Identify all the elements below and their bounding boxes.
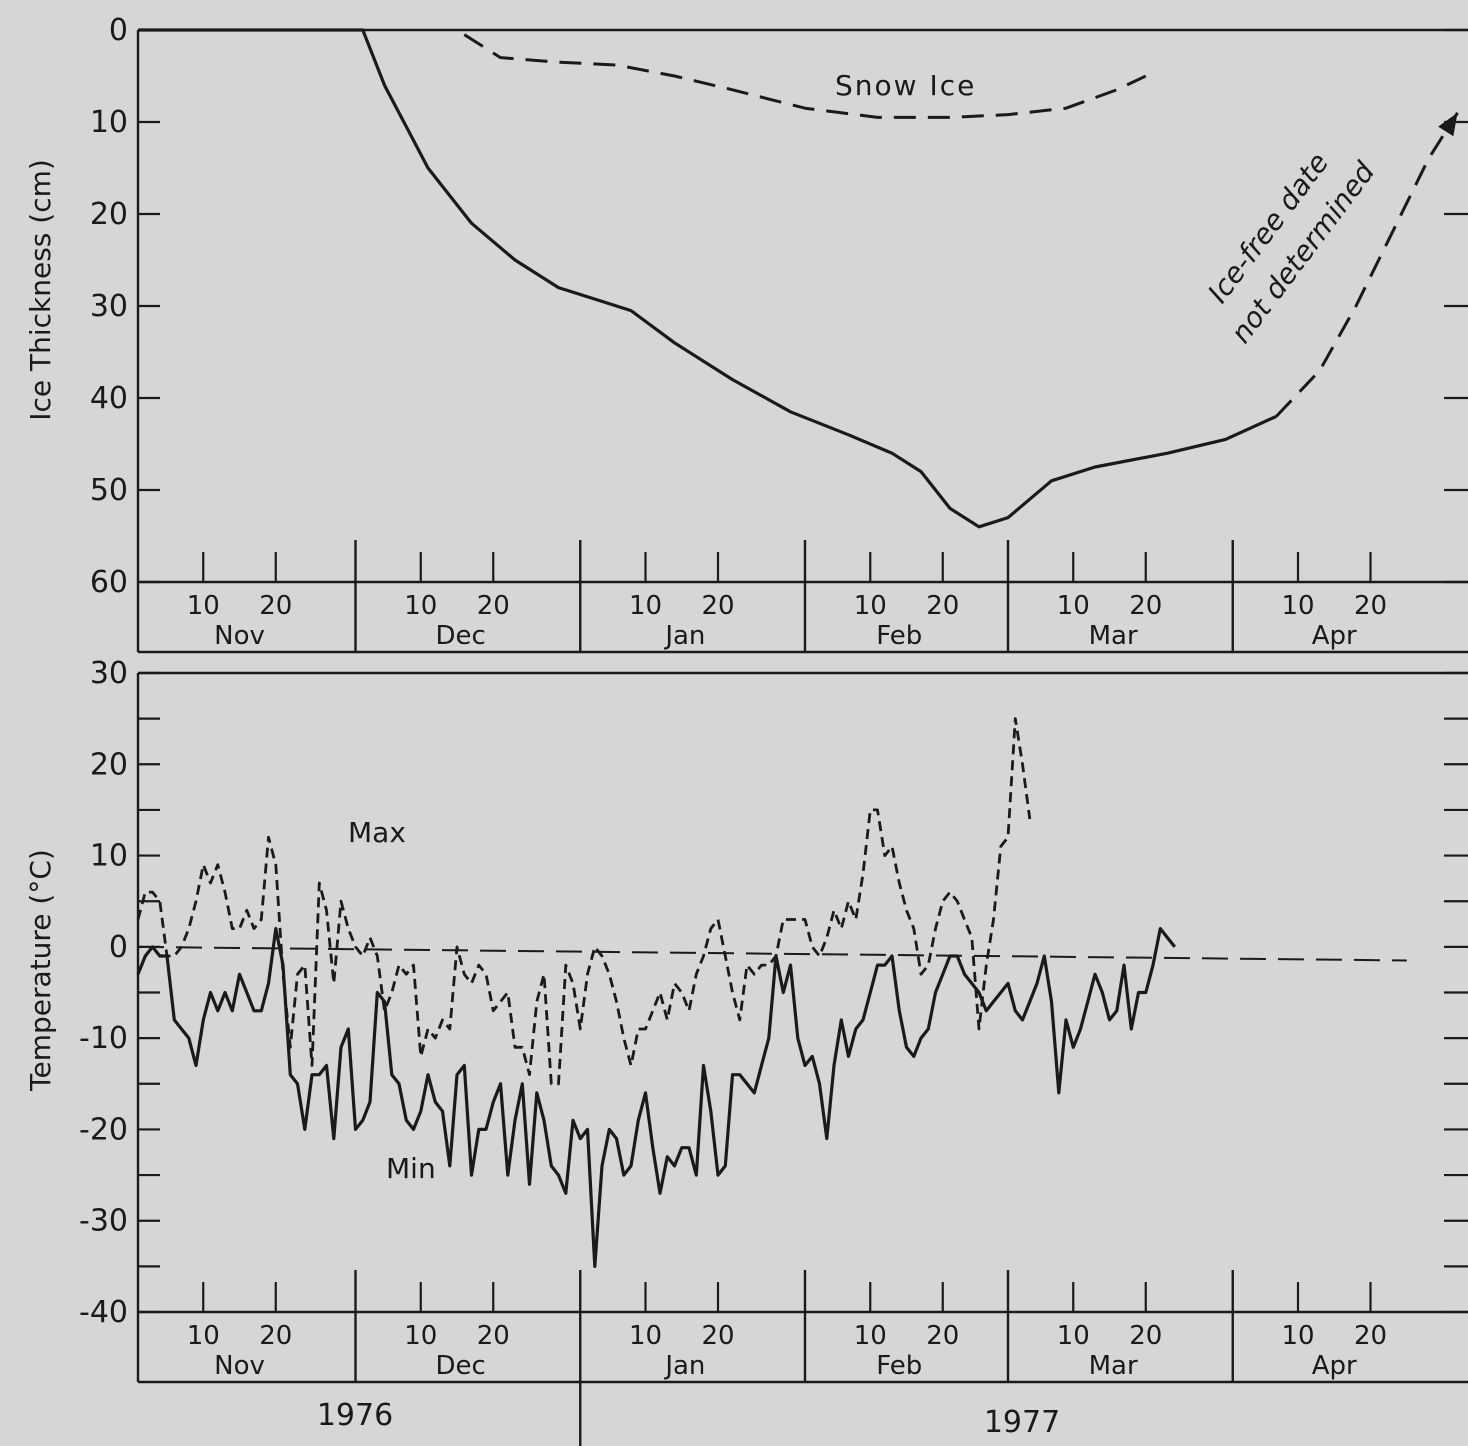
temp-month-label-mar: Mar: [1089, 1351, 1138, 1381]
ice-ytick-label: 10: [90, 105, 128, 140]
ice-month-label-apr: Apr: [1312, 621, 1357, 651]
temp-ytick-label: -30: [79, 1204, 128, 1239]
ice-month-label-feb: Feb: [876, 621, 922, 651]
temp-series-min: [136, 927, 1177, 1268]
ice-series-1: [1275, 112, 1459, 418]
temp-day-label: 20: [1129, 1321, 1162, 1351]
ice-day-label: 10: [1281, 591, 1314, 621]
temp-day-label: 10: [854, 1321, 887, 1351]
temp-zero-line: [137, 945, 1407, 962]
ice-day-label: 10: [854, 591, 887, 621]
ice-series-0: [138, 28, 1277, 529]
ice-day-label: 20: [477, 591, 510, 621]
ice-arrow-head: [1438, 112, 1458, 137]
ice-series-2: [463, 33, 1147, 119]
ice-day-label: 10: [187, 591, 220, 621]
temp-ytick-label: -20: [79, 1112, 128, 1147]
temp-day-label: 20: [477, 1321, 510, 1351]
temp-day-label: 20: [1354, 1321, 1387, 1351]
temp-ytick-label: 0: [109, 930, 128, 965]
temp-month-label-feb: Feb: [876, 1351, 922, 1381]
ice-month-label-dec: Dec: [435, 621, 485, 651]
temp-day-label: 20: [701, 1321, 734, 1351]
temp-day-label: 20: [926, 1321, 959, 1351]
ice-ytick-label: 60: [90, 565, 128, 600]
temp-day-label: 10: [404, 1321, 437, 1351]
ice-month-label-jan: Jan: [663, 621, 705, 651]
temp-month-label-dec: Dec: [435, 1351, 485, 1381]
ice-day-label: 20: [701, 591, 734, 621]
ice-day-label: 10: [404, 591, 437, 621]
temp-ytick-label: 30: [90, 656, 128, 691]
temp-ytick-label: 10: [90, 839, 128, 874]
ice-day-label: 20: [259, 591, 292, 621]
ice-day-label: 20: [1129, 591, 1162, 621]
max-label: Max: [348, 816, 406, 849]
temp-day-label: 10: [629, 1321, 662, 1351]
min-label: Min: [386, 1152, 436, 1185]
year-label-1976: 1976: [317, 1398, 393, 1433]
temp-day-label: 20: [259, 1321, 292, 1351]
ice-month-label-mar: Mar: [1089, 621, 1138, 651]
temp-month-label-nov: Nov: [214, 1351, 265, 1381]
ice-ytick-label: 50: [90, 473, 128, 508]
temp-month-label-jan: Jan: [663, 1351, 705, 1381]
ice-ytick-label: 20: [90, 197, 128, 232]
temp-ylabel: Temperature (°C): [24, 849, 57, 1092]
year-label-1977: 1977: [984, 1405, 1060, 1440]
temp-series-max: [136, 717, 1032, 1086]
ice-ytick-label: 40: [90, 381, 128, 416]
ice-ylabel: Ice Thickness (cm): [24, 159, 57, 421]
temp-day-label: 10: [187, 1321, 220, 1351]
ice-ytick-label: 30: [90, 289, 128, 324]
ice-day-label: 20: [1354, 591, 1387, 621]
temp-day-label: 10: [1281, 1321, 1314, 1351]
ice-day-label: 10: [629, 591, 662, 621]
ice-day-label: 20: [926, 591, 959, 621]
temp-ytick-label: -40: [79, 1295, 128, 1330]
temp-ytick-label: -10: [79, 1021, 128, 1056]
snow-ice-label: Snow Ice: [835, 69, 976, 102]
ice-day-label: 10: [1057, 591, 1090, 621]
ice-ytick-label: 0: [109, 13, 128, 48]
ice-month-label-nov: Nov: [214, 621, 265, 651]
temp-month-label-apr: Apr: [1312, 1351, 1357, 1381]
temp-day-label: 10: [1057, 1321, 1090, 1351]
temp-ytick-label: 20: [90, 747, 128, 782]
